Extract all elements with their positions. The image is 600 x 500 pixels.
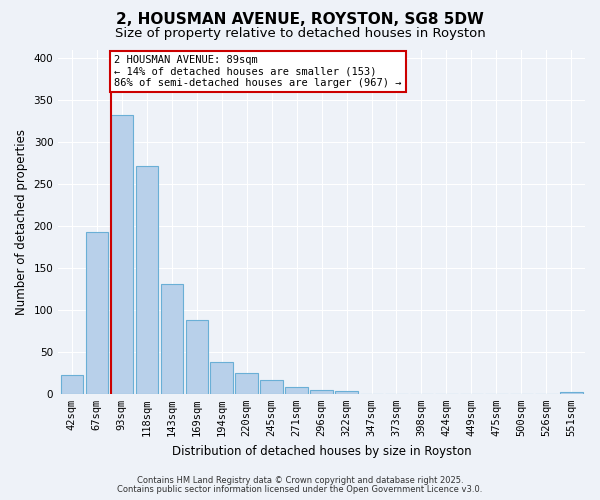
Text: Contains HM Land Registry data © Crown copyright and database right 2025.: Contains HM Land Registry data © Crown c… [137, 476, 463, 485]
Text: 2, HOUSMAN AVENUE, ROYSTON, SG8 5DW: 2, HOUSMAN AVENUE, ROYSTON, SG8 5DW [116, 12, 484, 28]
X-axis label: Distribution of detached houses by size in Royston: Distribution of detached houses by size … [172, 444, 472, 458]
Bar [185, 320, 208, 394]
Bar [235, 373, 258, 394]
Bar [335, 392, 358, 394]
Bar [286, 387, 308, 394]
Bar [136, 166, 158, 394]
Text: 2 HOUSMAN AVENUE: 89sqm
← 14% of detached houses are smaller (153)
86% of semi-d: 2 HOUSMAN AVENUE: 89sqm ← 14% of detache… [115, 55, 402, 88]
Bar [211, 362, 233, 394]
Bar [310, 390, 333, 394]
Bar [560, 392, 583, 394]
Bar [86, 232, 108, 394]
Bar [61, 374, 83, 394]
Text: Size of property relative to detached houses in Royston: Size of property relative to detached ho… [115, 28, 485, 40]
Bar [260, 380, 283, 394]
Bar [110, 114, 133, 394]
Text: Contains public sector information licensed under the Open Government Licence v3: Contains public sector information licen… [118, 484, 482, 494]
Bar [161, 284, 183, 394]
Y-axis label: Number of detached properties: Number of detached properties [15, 129, 28, 315]
